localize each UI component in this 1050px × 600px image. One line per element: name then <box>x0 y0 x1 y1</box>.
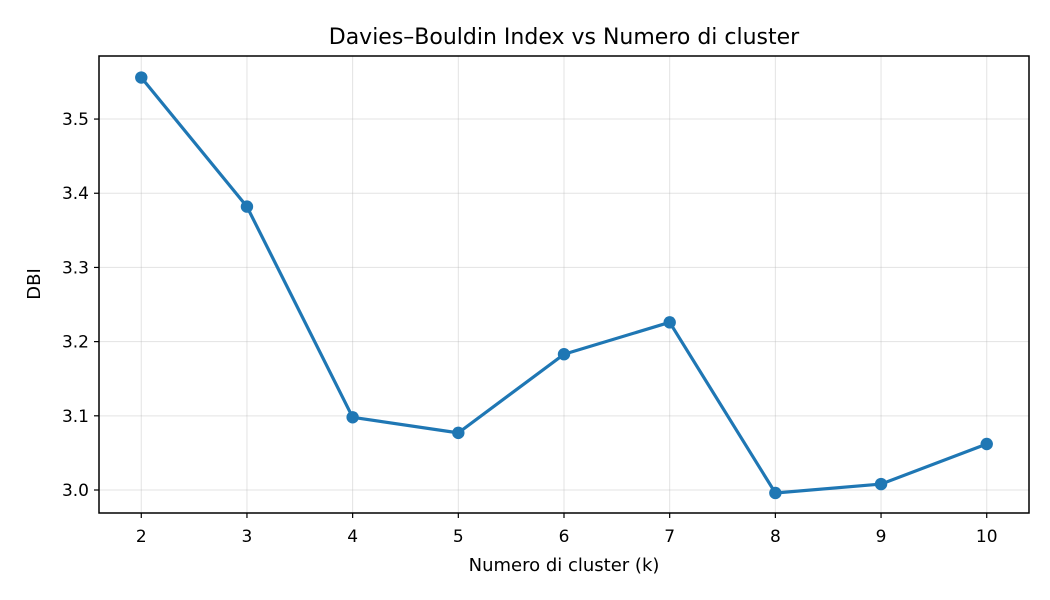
data-point <box>135 71 148 84</box>
data-point <box>874 477 888 491</box>
y-tick-label: 3.0 <box>62 481 89 501</box>
x-tick-label: 6 <box>559 527 570 547</box>
plot-frame <box>98 55 1030 514</box>
y-tick-label: 3.5 <box>62 110 89 130</box>
data-point <box>663 316 676 329</box>
x-tick-label: 9 <box>876 527 887 547</box>
y-tick-label: 3.4 <box>62 184 89 204</box>
x-tick-label: 5 <box>453 527 464 547</box>
x-tick-label: 2 <box>136 527 147 547</box>
data-point <box>980 437 993 451</box>
data-point <box>452 426 465 440</box>
x-tick-label: 3 <box>242 527 253 547</box>
y-tick-label: 3.3 <box>62 258 89 278</box>
grid <box>99 56 1029 513</box>
y-axis-label: DBI <box>24 268 45 300</box>
axis-ticks: 2 3 4 5 6 7 8 9 10 3.0 3.1 3.2 3.3 3.4 3.5 <box>62 110 998 547</box>
y-tick-label: 3.2 <box>62 333 89 353</box>
x-tick-label: 4 <box>347 527 358 547</box>
data-point <box>557 348 571 361</box>
data-point <box>346 411 359 424</box>
x-tick-label: 8 <box>770 527 781 547</box>
x-axis-label: Numero di cluster (k) <box>469 555 660 576</box>
data-point <box>240 200 254 213</box>
x-tick-label: 7 <box>664 527 675 547</box>
y-tick-label: 3.1 <box>62 407 89 427</box>
series-group <box>135 71 993 500</box>
x-tick-label: 10 <box>976 527 998 547</box>
data-point <box>769 486 782 500</box>
chart-title: Davies–Bouldin Index vs Numero di cluste… <box>329 25 800 50</box>
